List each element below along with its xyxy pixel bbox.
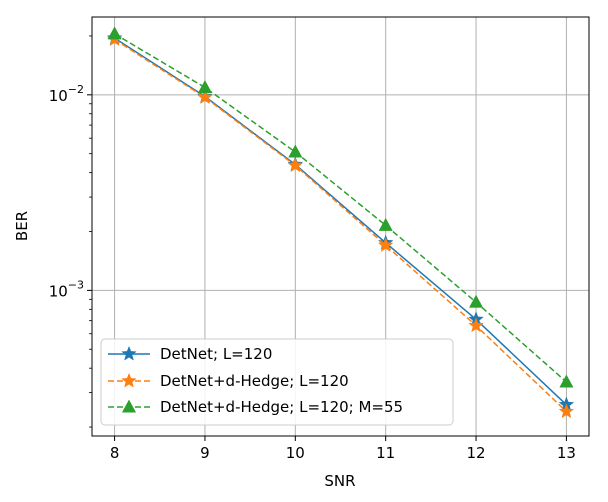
x-tick-label: 12 bbox=[466, 444, 485, 462]
x-tick-label: 10 bbox=[286, 444, 305, 462]
y-axis-label: BER bbox=[13, 211, 31, 241]
legend-box bbox=[100, 338, 454, 426]
legend-marker bbox=[121, 399, 137, 413]
legend-marker bbox=[121, 372, 137, 388]
ticks: 8 9 10 11 12 13 10−2 10−3 bbox=[49, 35, 576, 462]
x-axis-label: SNR bbox=[324, 472, 355, 490]
data-point bbox=[197, 79, 213, 93]
y-tick-label: 10−3 bbox=[49, 278, 84, 300]
series-line bbox=[114, 38, 567, 413]
data-point bbox=[468, 294, 484, 308]
legend-label: DetNet+d-Hedge; L=120 bbox=[160, 372, 349, 390]
legend-marker bbox=[121, 345, 137, 361]
series-3 bbox=[107, 26, 574, 388]
data-point bbox=[378, 217, 393, 231]
data-point bbox=[197, 89, 213, 105]
series-layer bbox=[106, 26, 575, 419]
x-tick-label: 8 bbox=[110, 444, 120, 462]
data-point bbox=[377, 237, 394, 252]
x-tick-label: 13 bbox=[557, 444, 576, 462]
series-line bbox=[114, 33, 567, 383]
data-point bbox=[468, 317, 484, 333]
data-point bbox=[559, 374, 574, 388]
x-tick-label: 9 bbox=[200, 444, 210, 462]
data-point bbox=[288, 144, 303, 158]
legend-label: DetNet; L=120 bbox=[160, 345, 272, 363]
plot-frame bbox=[91, 16, 590, 437]
data-point bbox=[558, 403, 575, 419]
legend: DetNet; L=120 DetNet+d-Hedge; L=120 DetNet… bbox=[100, 338, 454, 426]
data-point bbox=[287, 157, 304, 173]
x-tick-label: 11 bbox=[376, 444, 395, 462]
legend-label: DetNet+d-Hedge; L=120; M=55 bbox=[160, 398, 403, 416]
y-tick-label: 10−2 bbox=[49, 83, 84, 105]
series-line bbox=[114, 37, 567, 406]
data-point bbox=[107, 26, 122, 40]
